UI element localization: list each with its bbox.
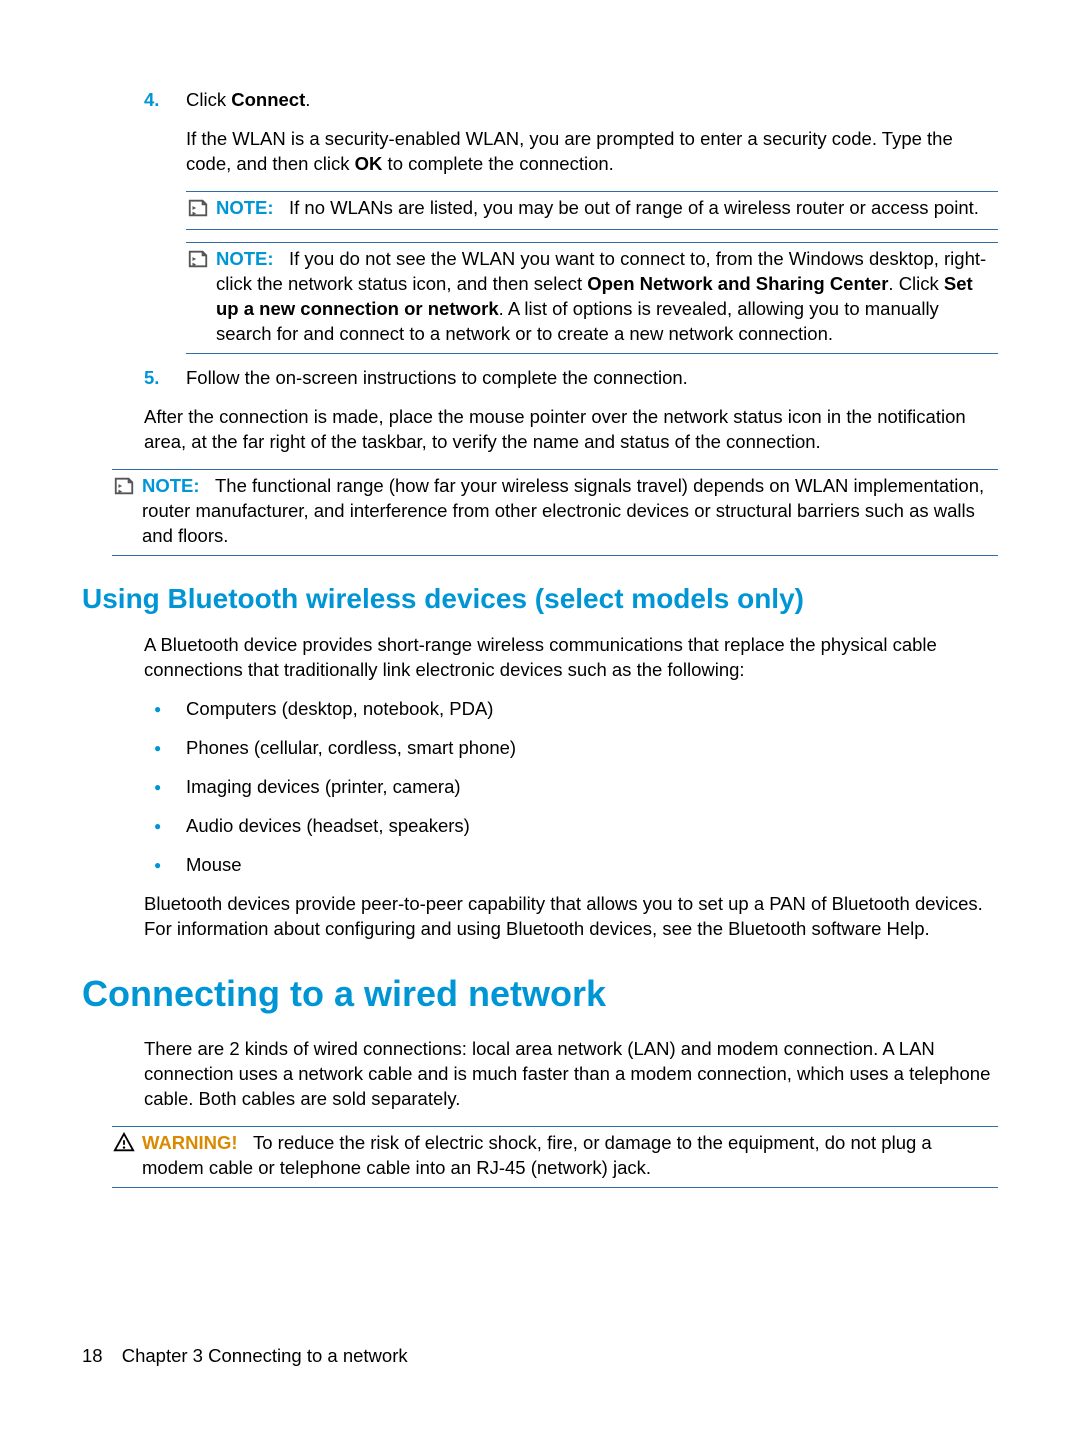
bold-text: OK	[355, 153, 383, 174]
note-callout: NOTE: If no WLANs are listed, you may be…	[186, 191, 998, 230]
text: .	[305, 89, 310, 110]
step-number: 5.	[82, 366, 186, 391]
step-body: Click Connect. If the WLAN is a security…	[186, 88, 998, 177]
note-icon	[112, 474, 142, 549]
paragraph: Bluetooth devices provide peer-to-peer c…	[82, 892, 998, 942]
note-label: NOTE:	[216, 197, 274, 218]
heading-bluetooth: Using Bluetooth wireless devices (select…	[82, 580, 998, 618]
warning-text: To reduce the risk of electric shock, fi…	[142, 1132, 932, 1178]
page-content: 4. Click Connect. If the WLAN is a secur…	[82, 88, 998, 1200]
chapter-title: Chapter 3 Connecting to a network	[122, 1345, 408, 1366]
ordered-step-5: 5. Follow the on-screen instructions to …	[82, 366, 998, 391]
bold-text: Connect	[231, 89, 305, 110]
text: to complete the connection.	[382, 153, 613, 174]
list-item: Mouse	[82, 853, 998, 878]
list-item: Audio devices (headset, speakers)	[82, 814, 998, 839]
bold-text: Open Network and Sharing Center	[587, 273, 888, 294]
paragraph: After the connection is made, place the …	[82, 405, 998, 455]
list-item: Phones (cellular, cordless, smart phone)	[82, 736, 998, 761]
note-body: NOTE: The functional range (how far your…	[142, 474, 998, 549]
page-footer: 18 Chapter 3 Connecting to a network	[82, 1344, 408, 1369]
note-body: NOTE: If no WLANs are listed, you may be…	[216, 196, 998, 223]
list-item: Computers (desktop, notebook, PDA)	[82, 697, 998, 722]
text: . Click	[888, 273, 944, 294]
heading-wired: Connecting to a wired network	[82, 970, 998, 1019]
note-icon	[186, 247, 216, 347]
bullet-list: Computers (desktop, notebook, PDA) Phone…	[82, 697, 998, 878]
note-text: The functional range (how far your wirel…	[142, 475, 984, 546]
warning-label: WARNING!	[142, 1132, 238, 1153]
ordered-step-4: 4. Click Connect. If the WLAN is a secur…	[82, 88, 998, 177]
note-callout: NOTE: The functional range (how far your…	[112, 469, 998, 556]
text: Click	[186, 89, 231, 110]
step-body: Follow the on-screen instructions to com…	[186, 366, 998, 391]
page-number: 18	[82, 1344, 103, 1369]
warning-callout: WARNING! To reduce the risk of electric …	[112, 1126, 998, 1188]
step-number: 4.	[82, 88, 186, 177]
note-callout: NOTE: If you do not see the WLAN you wan…	[186, 242, 998, 354]
warning-body: WARNING! To reduce the risk of electric …	[142, 1131, 998, 1181]
note-body: NOTE: If you do not see the WLAN you wan…	[216, 247, 998, 347]
list-item: Imaging devices (printer, camera)	[82, 775, 998, 800]
paragraph: A Bluetooth device provides short-range …	[82, 633, 998, 683]
note-label: NOTE:	[142, 475, 200, 496]
warning-icon	[112, 1131, 142, 1181]
note-text: If no WLANs are listed, you may be out o…	[289, 197, 979, 218]
note-icon	[186, 196, 216, 223]
paragraph: There are 2 kinds of wired connections: …	[82, 1037, 998, 1112]
note-label: NOTE:	[216, 248, 274, 269]
